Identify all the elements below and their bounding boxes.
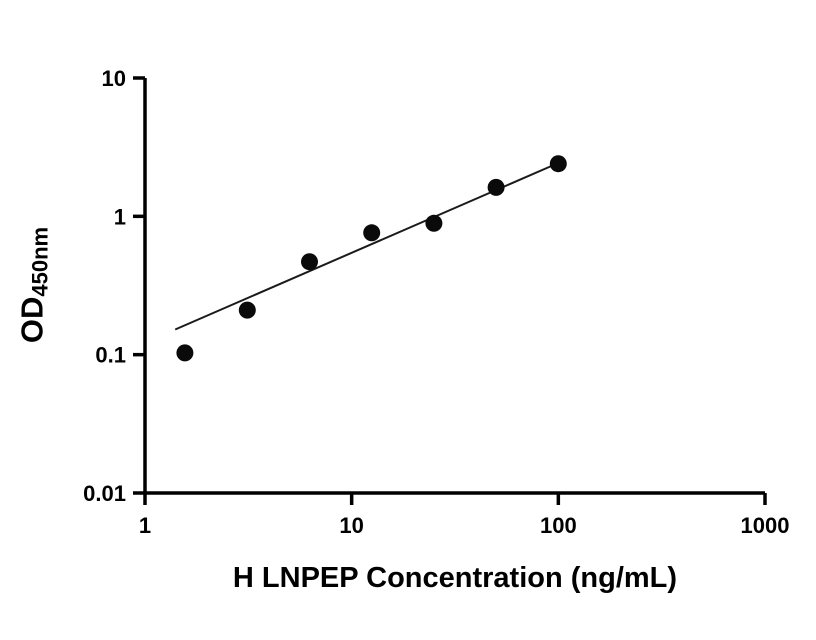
data-point [176, 344, 194, 362]
x-tick-label: 10 [339, 513, 363, 538]
data-point [487, 178, 505, 196]
x-tick-label: 1 [139, 513, 151, 538]
y-tick-label: 10 [102, 66, 126, 91]
y-tick-label: 0.1 [95, 343, 126, 368]
data-point [238, 301, 256, 319]
y-axis-title: OD450nm [15, 227, 54, 343]
y-tick-label: 1 [114, 204, 126, 229]
y-axis-title-subscript: 450nm [27, 226, 53, 297]
data-point [301, 253, 318, 271]
y-tick-label: 0.01 [83, 481, 126, 506]
y-axis-title-main: OD [14, 296, 50, 344]
x-axis-title: H LNPEP Concentration (ng/mL) [232, 562, 678, 594]
x-tick-label: 1000 [741, 513, 790, 538]
axes [143, 78, 765, 495]
data-point [363, 224, 381, 242]
x-tick-label: 100 [540, 513, 577, 538]
data-point [549, 155, 567, 173]
data-point [425, 214, 443, 232]
